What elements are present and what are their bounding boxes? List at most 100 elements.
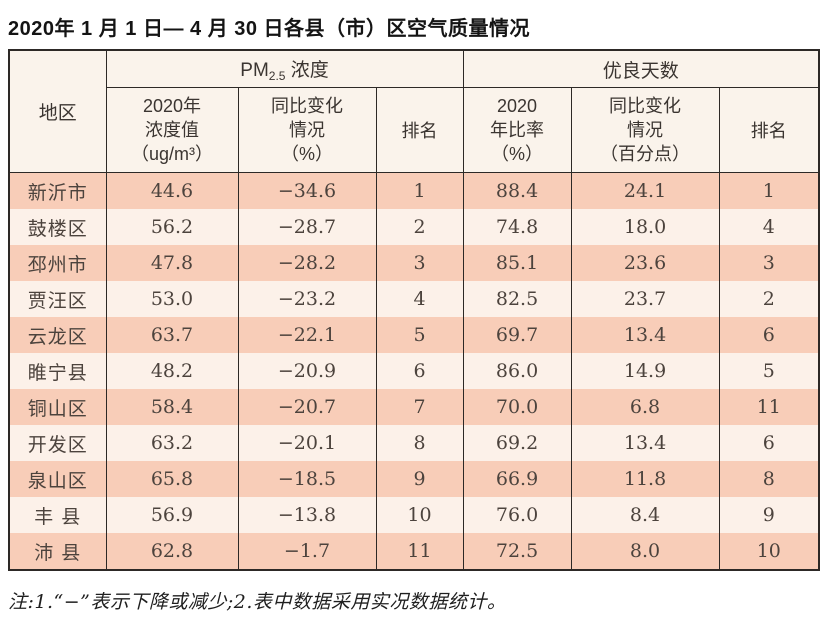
days-rank: 11 — [718, 389, 820, 425]
pm-rank: 3 — [375, 245, 464, 281]
pm-change: −20.1 — [237, 425, 377, 461]
days-rank: 6 — [718, 425, 820, 461]
table-row: 睢宁县 48.2 −20.9 6 86.0 14.9 5 — [8, 353, 820, 389]
days-rank: 4 — [718, 209, 820, 245]
pm-value: 63.2 — [105, 425, 239, 461]
pm-rank: 5 — [375, 317, 464, 353]
region-name: 云龙区 — [8, 317, 107, 353]
region-name: 开发区 — [8, 425, 107, 461]
pm25-label-subscript: 2.5 — [268, 69, 286, 83]
pm-change: −13.8 — [237, 497, 377, 533]
pm-value: 65.8 — [105, 461, 239, 497]
pm-value: 56.2 — [105, 209, 239, 245]
pm-rank: 8 — [375, 425, 464, 461]
pm-change: −28.2 — [237, 245, 377, 281]
days-rate: 66.9 — [462, 461, 572, 497]
pm-change: −28.7 — [237, 209, 377, 245]
days-rate: 82.5 — [462, 281, 572, 317]
pm-change: −1.7 — [237, 533, 377, 570]
days-change: 18.0 — [570, 209, 720, 245]
header-group-row: 地区 PM2.5 浓度 优良天数 — [8, 50, 820, 173]
days-rate: 88.4 — [462, 172, 572, 209]
table-row: 泉山区 65.8 −18.5 9 66.9 11.8 8 — [8, 461, 820, 497]
days-change: 24.1 — [570, 172, 720, 209]
pm-rank: 11 — [375, 533, 464, 570]
page-title: 2020年 1 月 1 日— 4 月 30 日各县（市）区空气质量情况 — [8, 18, 531, 40]
pm-change: −20.7 — [237, 389, 377, 425]
pm-change: −22.1 — [237, 317, 377, 353]
days-rank: 6 — [718, 317, 820, 353]
header-sub-row: 2020年 浓度值 （ug/m³） 同比变化 情况 （%） 排名 2020 年比… — [9, 87, 820, 173]
region-name: 新沂市 — [8, 172, 107, 209]
region-name: 睢宁县 — [8, 353, 107, 389]
pm25-label-prefix: PM — [240, 60, 269, 81]
column-header-pm-change: 同比变化 情况 （%） — [237, 87, 377, 173]
table-row: 沛 县 62.8 −1.7 11 72.5 8.0 10 — [8, 533, 820, 570]
footnote: 注:1.“−”表示下降或减少;2.表中数据采用实况数据统计。 — [8, 591, 507, 613]
region-name: 丰 县 — [8, 497, 107, 533]
days-rate: 85.1 — [462, 245, 572, 281]
column-header-days-change: 同比变化 情况 （百分点） — [570, 87, 720, 173]
pm-value: 53.0 — [105, 281, 239, 317]
days-change: 8.0 — [570, 533, 720, 570]
days-rank: 2 — [718, 281, 820, 317]
days-rank: 1 — [718, 172, 820, 209]
pm-rank: 2 — [375, 209, 464, 245]
column-header-pm-value: 2020年 浓度值 （ug/m³） — [105, 87, 239, 173]
days-rate: 69.2 — [462, 425, 572, 461]
days-change: 13.4 — [570, 425, 720, 461]
days-change: 14.9 — [570, 353, 720, 389]
days-rate: 76.0 — [462, 497, 572, 533]
column-header-pm-rank: 排名 — [375, 87, 464, 173]
table-row: 开发区 63.2 −20.1 8 69.2 13.4 6 — [8, 425, 820, 461]
pm-rank: 7 — [375, 389, 464, 425]
days-rank: 8 — [718, 461, 820, 497]
pm-rank: 4 — [375, 281, 464, 317]
table-row: 新沂市 44.6 −34.6 1 88.4 24.1 1 — [8, 172, 820, 209]
pm-value: 44.6 — [105, 172, 239, 209]
pm-change: −20.9 — [237, 353, 377, 389]
table-row: 贾汪区 53.0 −23.2 4 82.5 23.7 2 — [8, 281, 820, 317]
pm-value: 47.8 — [105, 245, 239, 281]
table-row: 鼓楼区 56.2 −28.7 2 74.8 18.0 4 — [8, 209, 820, 245]
region-name: 铜山区 — [8, 389, 107, 425]
region-name: 鼓楼区 — [8, 209, 107, 245]
days-rank: 10 — [718, 533, 820, 570]
pm-value: 56.9 — [105, 497, 239, 533]
pm-rank: 6 — [375, 353, 464, 389]
days-change: 23.7 — [570, 281, 720, 317]
days-rank: 5 — [718, 353, 820, 389]
air-quality-table: 地区 PM2.5 浓度 优良天数 2020年 浓度值 （ug/m³） 同比变化 … — [8, 49, 821, 571]
region-name: 泉山区 — [8, 461, 107, 497]
region-name: 沛 县 — [8, 533, 107, 570]
pm-value: 58.4 — [105, 389, 239, 425]
days-change: 8.4 — [570, 497, 720, 533]
days-rate: 74.8 — [462, 209, 572, 245]
days-rank: 3 — [718, 245, 820, 281]
days-rate: 72.5 — [462, 533, 572, 570]
pm-rank: 9 — [375, 461, 464, 497]
days-rate: 70.0 — [462, 389, 572, 425]
pm-value: 62.8 — [105, 533, 239, 570]
pm-change: −18.5 — [237, 461, 377, 497]
table-row: 丰 县 56.9 −13.8 10 76.0 8.4 9 — [8, 497, 820, 533]
table-row: 铜山区 58.4 −20.7 7 70.0 6.8 11 — [8, 389, 820, 425]
region-name: 邳州市 — [8, 245, 107, 281]
column-header-region: 地区 — [8, 50, 107, 173]
pm25-label-suffix: 浓度 — [285, 60, 329, 81]
days-change: 11.8 — [570, 461, 720, 497]
column-group-good-days: 优良天数 — [462, 50, 820, 88]
pm-change: −23.2 — [237, 281, 377, 317]
column-group-pm25: PM2.5 浓度 — [105, 50, 464, 88]
pm-rank: 1 — [375, 172, 464, 209]
pm-value: 63.7 — [105, 317, 239, 353]
days-change: 13.4 — [570, 317, 720, 353]
days-rate: 69.7 — [462, 317, 572, 353]
column-header-days-rate: 2020 年比率 （%） — [462, 87, 572, 173]
pm-change: −34.6 — [237, 172, 377, 209]
days-rate: 86.0 — [462, 353, 572, 389]
table-row: 云龙区 63.7 −22.1 5 69.7 13.4 6 — [8, 317, 820, 353]
days-change: 23.6 — [570, 245, 720, 281]
pm-value: 48.2 — [105, 353, 239, 389]
